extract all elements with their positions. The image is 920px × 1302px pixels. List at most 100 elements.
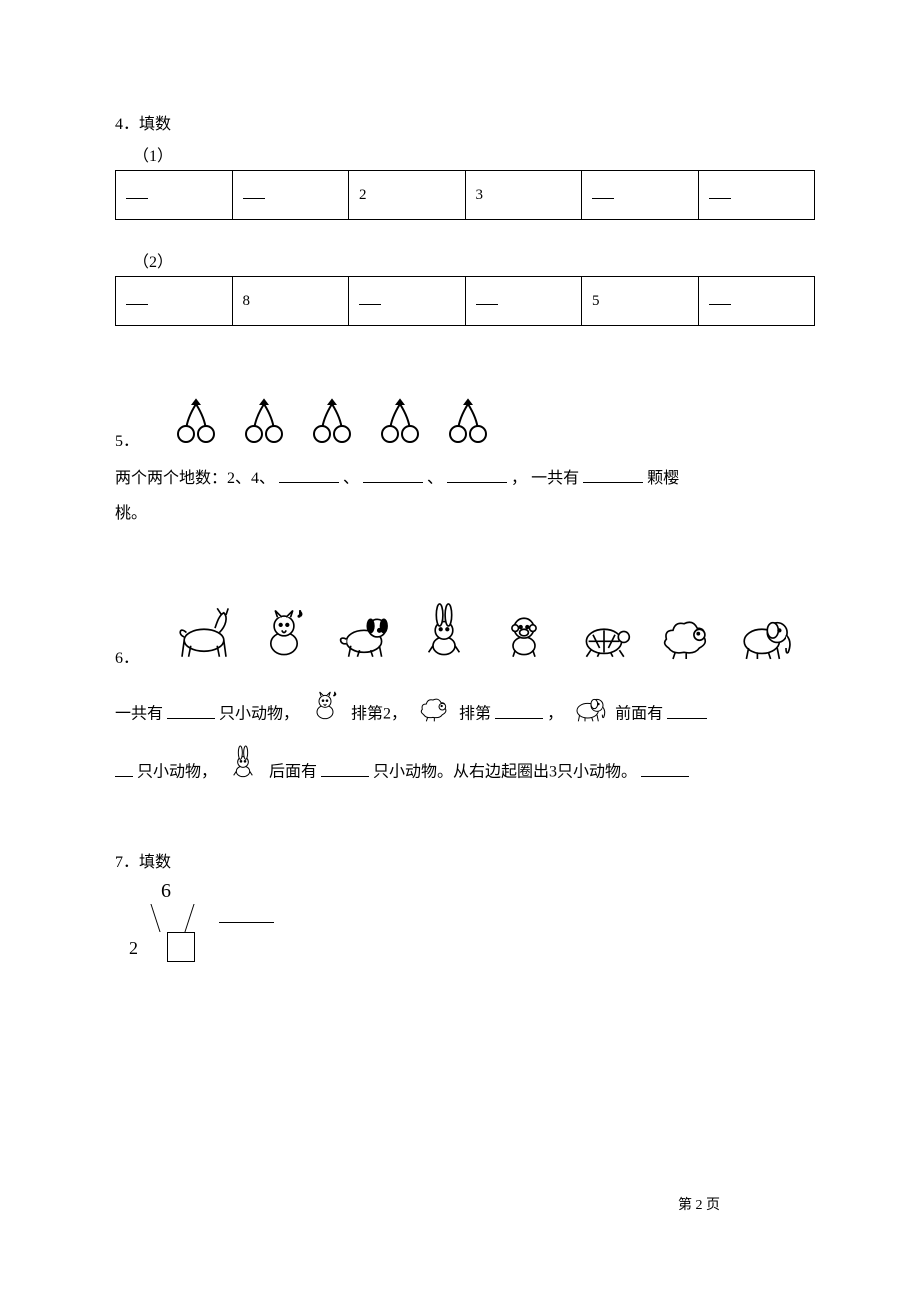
- animal-item: [651, 601, 717, 668]
- number-bond: 6 2: [125, 880, 285, 970]
- animal-item: [571, 601, 637, 668]
- q6-t8: 后面有: [269, 764, 317, 781]
- q5-text-c: 颗樱: [647, 470, 679, 487]
- q4t1-c4[interactable]: [582, 171, 699, 220]
- q6-t5: ，: [547, 706, 563, 723]
- animal-inline-2-icon: [413, 686, 453, 744]
- bond-left-num: 2: [129, 938, 138, 959]
- q4-number: 4．: [115, 116, 139, 133]
- page-footer: 第 2 页: [678, 1194, 720, 1214]
- animal-item: [411, 601, 477, 668]
- animal-icon: [411, 601, 477, 663]
- bond-answer-line[interactable]: [219, 922, 274, 923]
- animal-icon: [223, 744, 263, 782]
- animal-icon: [731, 601, 797, 663]
- cherry-row: [171, 396, 493, 451]
- cherry-icon: [375, 396, 425, 446]
- cherry-icon: [307, 396, 357, 446]
- q5-text-d: 桃。: [115, 505, 147, 522]
- q4t1-c1[interactable]: [232, 171, 349, 220]
- q6-t3: 排第2，: [351, 706, 407, 723]
- q4-table-2: 8 5: [115, 276, 815, 326]
- bond-top: 6: [161, 880, 171, 903]
- q5-blank-4[interactable]: [583, 468, 643, 483]
- q5-number: 5．: [115, 427, 139, 451]
- animal-icon: [571, 601, 637, 663]
- q6-t9: 只小动物。从右边起圈出3只小动物。: [373, 764, 637, 781]
- cherry-icon: [171, 396, 221, 446]
- q5-text-a: 两个两个地数：2、4、: [115, 470, 275, 487]
- q4-sub2-label: （2）: [133, 248, 810, 272]
- q6-t2: 只小动物，: [219, 706, 299, 723]
- svg-text:♪: ♪: [297, 609, 303, 621]
- q6-sentence: 一共有 只小动物， ♪ 排第2， 排第 ， 前面有 只小动物， 后面有 只小动物…: [115, 686, 810, 802]
- animal-icon: [491, 601, 557, 663]
- animal-icon: [651, 601, 717, 663]
- question-6: 6． ♪ 一共有 只小动物， ♪ 排第2， 排第 ， 前面有 只小动物， 后面有…: [115, 601, 810, 802]
- animal-item: [331, 601, 397, 668]
- q6-blank-2[interactable]: [495, 704, 543, 719]
- q6-t1: 一共有: [115, 706, 163, 723]
- cherry-icon: [443, 396, 493, 446]
- q6-blank-1[interactable]: [167, 704, 215, 719]
- q6-blank-3b[interactable]: [115, 762, 133, 777]
- q4t2-c2[interactable]: [349, 277, 466, 326]
- q6-number: 6．: [115, 644, 139, 668]
- q5-text-b: 一共有: [531, 470, 579, 487]
- cherry-icon: [239, 396, 289, 446]
- question-5: 5．: [115, 396, 810, 531]
- animal-icon: ♪: [305, 686, 345, 724]
- animal-item: [491, 601, 557, 668]
- q4-title: 填数: [139, 116, 171, 133]
- q4t2-c3[interactable]: [465, 277, 582, 326]
- q6-t7: 只小动物，: [137, 764, 217, 781]
- q4t2-c0[interactable]: [116, 277, 233, 326]
- q7-number: 7．: [115, 854, 139, 871]
- animal-item: [171, 601, 237, 668]
- q6-blank-5[interactable]: [641, 762, 689, 777]
- q6-t6: 前面有: [615, 706, 663, 723]
- sep2: 、: [427, 470, 443, 487]
- animal-inline-4-icon: [223, 744, 263, 802]
- animal-inline-1-icon: ♪: [305, 686, 345, 744]
- q4t2-c4: 5: [582, 277, 699, 326]
- cherry-item: [443, 396, 493, 451]
- animal-icon: [569, 686, 609, 724]
- cherry-item: [375, 396, 425, 451]
- q5-sentence: 两个两个地数：2、4、 、 、 ， 一共有 颗樱 桃。: [115, 461, 810, 531]
- animal-icon: [171, 601, 237, 663]
- q4-heading: 4．填数: [115, 110, 810, 134]
- animal-item: ♪: [251, 601, 317, 668]
- animal-inline-3-icon: [569, 686, 609, 744]
- animal-item: [731, 601, 797, 668]
- q6-blank-4[interactable]: [321, 762, 369, 777]
- animals-row: ♪: [171, 601, 797, 668]
- question-4: 4．填数 （1） 2 3 （2） 8 5: [115, 110, 810, 326]
- comma1: ，: [511, 470, 527, 487]
- cherry-item: [239, 396, 289, 451]
- animal-icon: [331, 601, 397, 663]
- q4t1-c0[interactable]: [116, 171, 233, 220]
- q6-t4: 排第: [459, 706, 491, 723]
- q4-sub1-label: （1）: [133, 142, 810, 166]
- q4t1-c2: 2: [349, 171, 466, 220]
- q5-blank-1[interactable]: [279, 468, 339, 483]
- q4t2-c1: 8: [232, 277, 349, 326]
- sep1: 、: [343, 470, 359, 487]
- q4-table-1: 2 3: [115, 170, 815, 220]
- animal-icon: ♪: [251, 601, 317, 663]
- q5-blank-3[interactable]: [447, 468, 507, 483]
- cherry-item: [171, 396, 221, 451]
- q4t1-c3: 3: [465, 171, 582, 220]
- q7-title: 填数: [139, 854, 171, 871]
- q4t1-c5[interactable]: [698, 171, 815, 220]
- bond-box[interactable]: [167, 932, 195, 962]
- question-7: 7．填数 6 2: [115, 848, 810, 970]
- q7-heading: 7．填数: [115, 848, 810, 872]
- q6-blank-3a[interactable]: [667, 704, 707, 719]
- q4t2-c5[interactable]: [698, 277, 815, 326]
- q5-blank-2[interactable]: [363, 468, 423, 483]
- cherry-item: [307, 396, 357, 451]
- svg-text:♪: ♪: [333, 691, 336, 698]
- animal-icon: [413, 686, 453, 724]
